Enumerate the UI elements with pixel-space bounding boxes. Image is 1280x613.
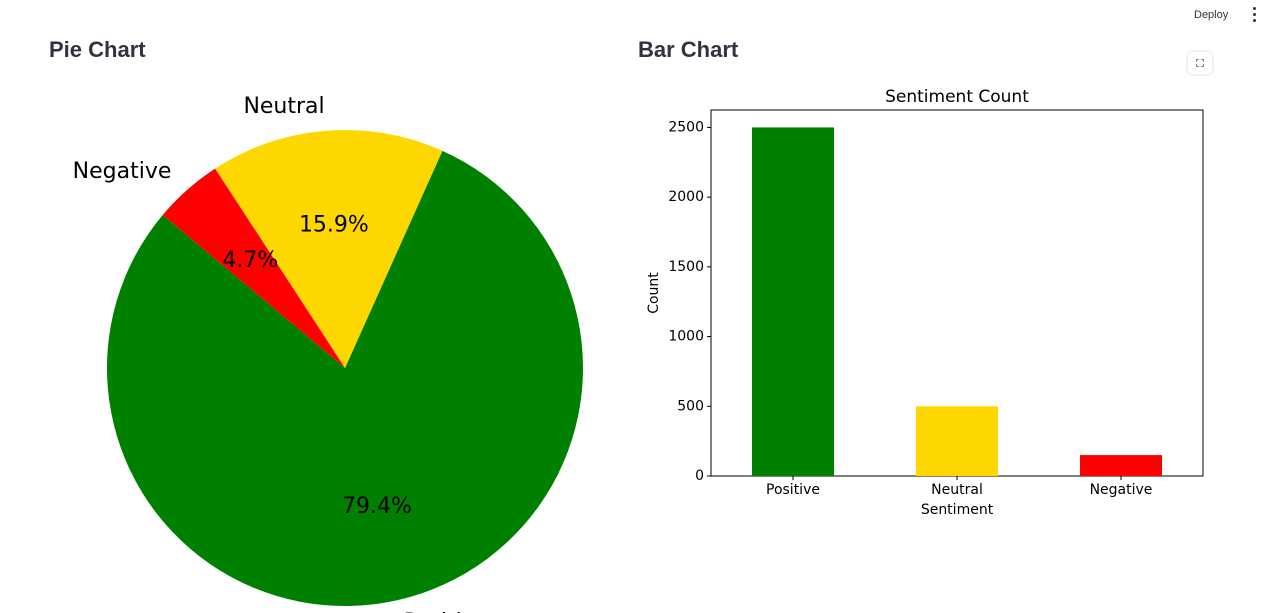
- pie-label-neutral: Neutral: [243, 94, 324, 119]
- y-tick-label: 2500: [668, 119, 704, 135]
- x-axis-label: Sentiment: [921, 502, 994, 518]
- fullscreen-icon[interactable]: [1188, 52, 1212, 74]
- bar-negative: [1080, 455, 1162, 476]
- x-tick-label-neutral: Neutral: [931, 482, 983, 498]
- y-tick-label: 1500: [668, 259, 704, 275]
- pie-label-negative: Negative: [73, 159, 172, 184]
- pie-chart-heading: Pie Chart: [49, 37, 146, 62]
- pie-pct-label-negative: 4.7%: [222, 248, 278, 273]
- y-tick-label: 500: [677, 398, 704, 414]
- bar-chart-title: Sentiment Count: [885, 87, 1029, 107]
- y-tick-label: 0: [695, 468, 704, 484]
- pie-slice-negative: [162, 168, 345, 368]
- x-tick-label-positive: Positive: [766, 482, 820, 498]
- bar-chart: Positive Neutral Negative 0 500 1000 1500 2000 2…: [646, 87, 1204, 518]
- bar-chart-heading: Bar Chart: [638, 37, 739, 62]
- pie-chart: 79.4% Positive 15.9% Neutral 4.7% Negative: [73, 94, 583, 613]
- pie-slice-positive: [107, 150, 583, 606]
- pie-pct-label-neutral: 15.9%: [299, 213, 369, 238]
- pie-slice-neutral: [215, 129, 443, 368]
- pie-label-positive: Positive: [404, 610, 489, 613]
- y-tick-label: 1000: [668, 329, 704, 345]
- y-axis-label: Count: [646, 272, 662, 314]
- bar-positive: [752, 127, 834, 476]
- y-tick-label: 2000: [668, 189, 704, 205]
- deploy-button[interactable]: Deploy: [1186, 5, 1236, 25]
- bar-neutral: [916, 406, 998, 476]
- pie-pct-label-positive: 79.4%: [342, 494, 412, 519]
- more-vertical-icon[interactable]: [1244, 4, 1264, 26]
- top-bar: Deploy: [0, 0, 1280, 30]
- x-tick-label-negative: Negative: [1090, 482, 1153, 498]
